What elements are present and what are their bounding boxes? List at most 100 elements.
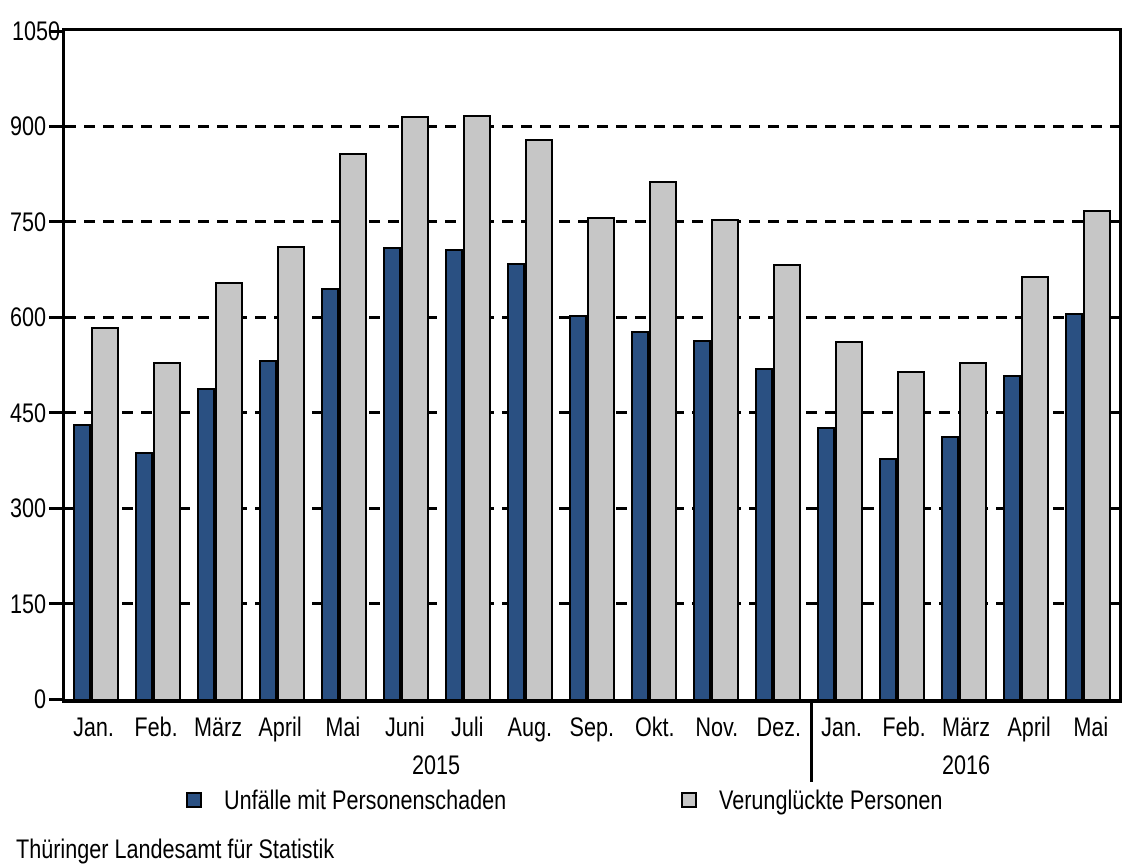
bar-verungl-9 — [649, 181, 677, 699]
bar-verungl-0 — [91, 327, 119, 699]
y-axis-tick-label: 150 — [9, 588, 46, 619]
y-axis-tick-label: 300 — [9, 493, 46, 524]
gridline — [65, 124, 1119, 128]
year-label-2015: 2015 — [412, 750, 461, 780]
bar-group — [747, 31, 809, 699]
bar-unfaelle-13 — [879, 458, 897, 699]
x-axis-month-label: Juli — [451, 712, 484, 742]
bar-group — [499, 31, 561, 699]
bar-series-container — [65, 31, 1119, 699]
bar-unfaelle-8 — [569, 315, 587, 699]
x-axis-month-labels: Jan. Feb. März April Mai Juni Juli Aug. Sep. Okt.… — [62, 712, 1122, 742]
bar-group — [251, 31, 313, 699]
x-axis-month-label: April — [1006, 712, 1051, 742]
bar-group — [561, 31, 623, 699]
bar-unfaelle-16 — [1065, 313, 1083, 699]
bar-verungl-4 — [339, 153, 367, 699]
y-axis-tick-mark — [49, 124, 62, 128]
bar-group — [127, 31, 189, 699]
x-axis-month-label: Mai — [1073, 712, 1109, 742]
bar-unfaelle-0 — [73, 424, 91, 699]
legend-marker-icon — [186, 792, 203, 808]
x-axis-month-label: Feb. — [882, 712, 926, 742]
legend-item-verunglueckte: Verunglückte Personen — [680, 784, 998, 816]
y-axis-tick-label: 0 — [33, 684, 46, 714]
y-axis-tick-label: 1050 — [12, 16, 61, 46]
legend-marker-icon — [680, 792, 697, 808]
bar-unfaelle-9 — [631, 331, 649, 699]
x-axis-month-label: Feb. — [133, 712, 178, 742]
y-axis-tick-mark — [49, 602, 62, 606]
y-axis-tick-label: 750 — [9, 206, 46, 237]
x-axis-month-label: Jan. — [821, 712, 862, 742]
bar-group — [685, 31, 747, 699]
bar-group — [623, 31, 685, 699]
bar-verungl-7 — [525, 139, 553, 699]
x-axis-month-label: Mai — [325, 712, 361, 742]
x-axis-month-label: Jan. — [72, 712, 114, 742]
y-axis-tick-mark — [49, 29, 62, 33]
legend: Unfälle mit Personenschaden Verunglückte … — [62, 784, 1122, 816]
bar-unfaelle-5 — [383, 247, 401, 699]
bar-verungl-5 — [401, 116, 429, 699]
legend-label: Unfälle mit Personenschaden — [224, 785, 507, 815]
y-axis-tick-mark — [49, 315, 62, 319]
bar-unfaelle-14 — [941, 436, 959, 699]
y-axis-tick-mark — [49, 220, 62, 224]
bar-group — [995, 31, 1057, 699]
bar-group — [871, 31, 933, 699]
x-axis-month-label: Okt. — [634, 712, 675, 742]
legend-label: Verunglückte Personen — [718, 785, 943, 815]
y-axis-tick-label: 600 — [9, 302, 46, 333]
bar-verungl-6 — [463, 115, 491, 699]
legend-item-unfaelle: Unfälle mit Personenschaden — [186, 784, 577, 816]
y-axis-tick-mark — [49, 506, 62, 510]
bar-verungl-11 — [773, 264, 801, 699]
bar-unfaelle-11 — [755, 368, 773, 699]
y-axis-tick-label: 900 — [9, 111, 46, 142]
bar-unfaelle-7 — [507, 263, 525, 699]
bar-verungl-2 — [215, 282, 243, 699]
bar-group — [65, 31, 127, 699]
y-axis-tick-mark — [49, 411, 62, 415]
bar-group — [189, 31, 251, 699]
year-label-2016: 2016 — [942, 750, 991, 780]
x-axis-month-label: März — [942, 712, 991, 742]
bar-unfaelle-6 — [445, 249, 463, 699]
bar-unfaelle-10 — [693, 340, 711, 699]
bar-verungl-12 — [835, 341, 863, 699]
bar-unfaelle-15 — [1003, 375, 1021, 699]
x-axis-month-label: Nov. — [695, 712, 739, 742]
x-axis-month-label: März — [193, 712, 242, 742]
bar-verungl-14 — [959, 362, 987, 699]
x-axis-month-label: Dez. — [756, 712, 802, 742]
bar-unfaelle-12 — [817, 427, 835, 699]
bar-verungl-10 — [711, 219, 739, 699]
bar-group — [933, 31, 995, 699]
x-axis-month-label: Sep. — [569, 712, 615, 742]
bar-verungl-15 — [1021, 276, 1049, 699]
plot-area — [62, 28, 1122, 703]
bar-unfaelle-4 — [321, 288, 339, 699]
bar-group — [809, 31, 871, 699]
bar-unfaelle-2 — [197, 388, 215, 699]
bar-group — [1057, 31, 1119, 699]
x-axis-month-label: April — [258, 712, 302, 742]
bar-verungl-3 — [277, 246, 305, 699]
bar-group — [313, 31, 375, 699]
bar-unfaelle-3 — [259, 360, 277, 699]
year-separator-line — [810, 703, 813, 782]
x-axis-month-label: Juni — [385, 712, 425, 742]
bar-group — [437, 31, 499, 699]
x-axis-month-label: Aug. — [507, 712, 552, 742]
bar-verungl-16 — [1083, 210, 1111, 699]
bar-verungl-1 — [153, 362, 181, 699]
y-axis-tick-label: 450 — [9, 397, 46, 428]
bar-unfaelle-1 — [135, 452, 153, 699]
y-axis-tick-mark — [49, 697, 62, 701]
bar-group — [375, 31, 437, 699]
source-note: Thüringer Landesamt für Statistik — [16, 833, 414, 865]
bar-verungl-8 — [587, 217, 615, 699]
source-note-text: Thüringer Landesamt für Statistik — [16, 834, 335, 864]
